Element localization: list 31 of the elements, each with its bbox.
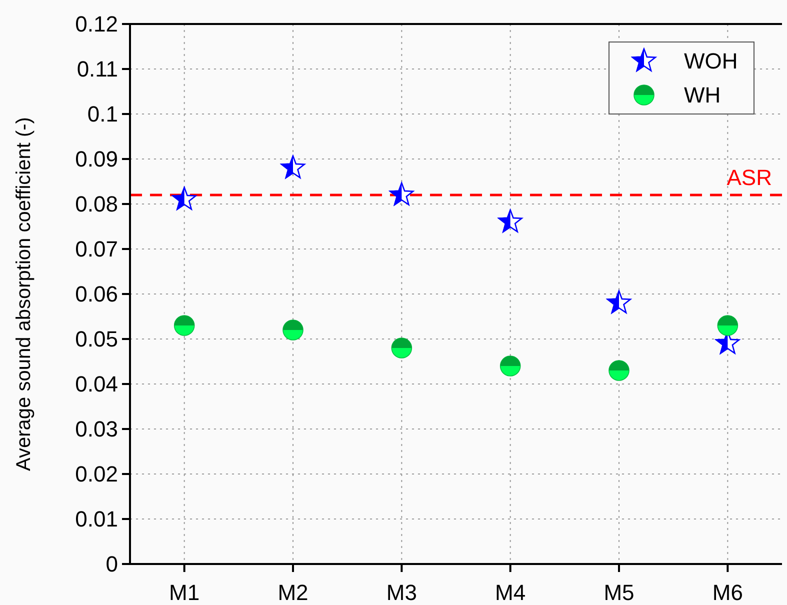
point	[717, 315, 738, 336]
y-tick-label: 0.06	[75, 282, 118, 307]
point	[282, 320, 304, 340]
point	[280, 155, 306, 178]
y-tick-label: 0.1	[87, 102, 118, 127]
x-tick-label: M5	[604, 580, 634, 605]
y-tick-label: 0.09	[75, 146, 118, 172]
point	[391, 338, 412, 358]
y-tick-label: 0.03	[75, 416, 118, 442]
y-tick-label: 0.04	[75, 372, 118, 397]
y-tick-label: 0.08	[75, 192, 118, 217]
y-tick-label: 0.05	[75, 326, 118, 352]
legend-label: WH	[684, 82, 721, 108]
y-tick-label: 0	[106, 552, 118, 577]
point	[608, 360, 630, 381]
y-tick-label: 0.02	[75, 462, 118, 487]
y-axis-title: Average sound absorption coefficient (-)	[13, 117, 35, 471]
y-tick-label: 0.11	[76, 56, 118, 82]
x-tick-label: M1	[169, 580, 200, 605]
x-tick-label: M4	[495, 580, 526, 605]
x-tick-label: M3	[386, 580, 417, 605]
point	[500, 356, 521, 376]
ref-line-label: ASR	[726, 165, 772, 190]
y-tick-label: 0.01	[75, 506, 118, 532]
x-tick-label: M2	[278, 580, 308, 605]
x-tick-label: M6	[712, 580, 743, 605]
y-tick-label: 0.07	[75, 236, 118, 262]
legend-label: WOH	[684, 48, 738, 74]
y-tick-label: 0.12	[75, 12, 118, 37]
point	[174, 315, 195, 336]
point	[606, 290, 632, 314]
